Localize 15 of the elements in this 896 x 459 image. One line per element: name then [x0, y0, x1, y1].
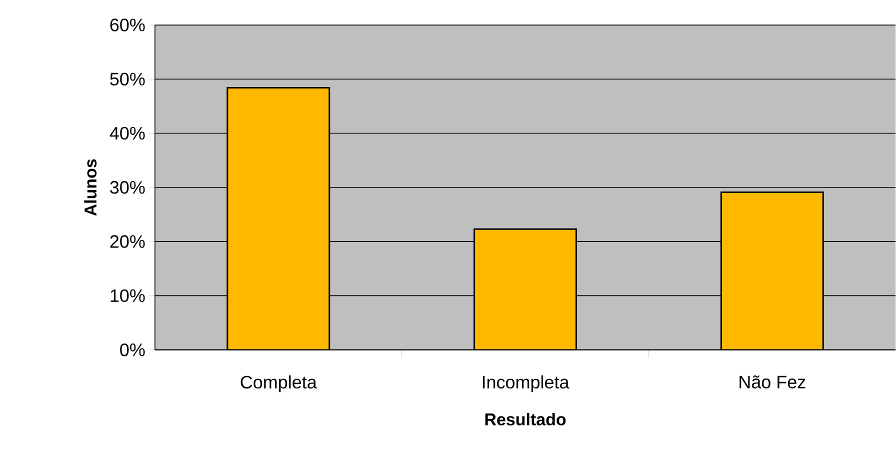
x-axis-title: Resultado [485, 413, 566, 426]
x-tick-label: Não Fez [740, 375, 806, 389]
bar [720, 192, 824, 350]
y-tick-label: 40% [110, 127, 145, 140]
x-tick-label: Incompleta [482, 375, 570, 392]
y-tick-label: 20% [110, 235, 145, 248]
y-tick-label: 60% [110, 18, 145, 32]
bar [226, 87, 330, 350]
y-tick-label: 10% [110, 289, 145, 302]
y-axis-title: Alunos [84, 159, 97, 216]
y-tick-label: 0% [120, 344, 145, 356]
bar [474, 228, 577, 350]
y-tick-label: 50% [110, 72, 145, 86]
y-tick-label: 30% [110, 181, 145, 194]
x-tick-label: Completa [240, 375, 317, 392]
